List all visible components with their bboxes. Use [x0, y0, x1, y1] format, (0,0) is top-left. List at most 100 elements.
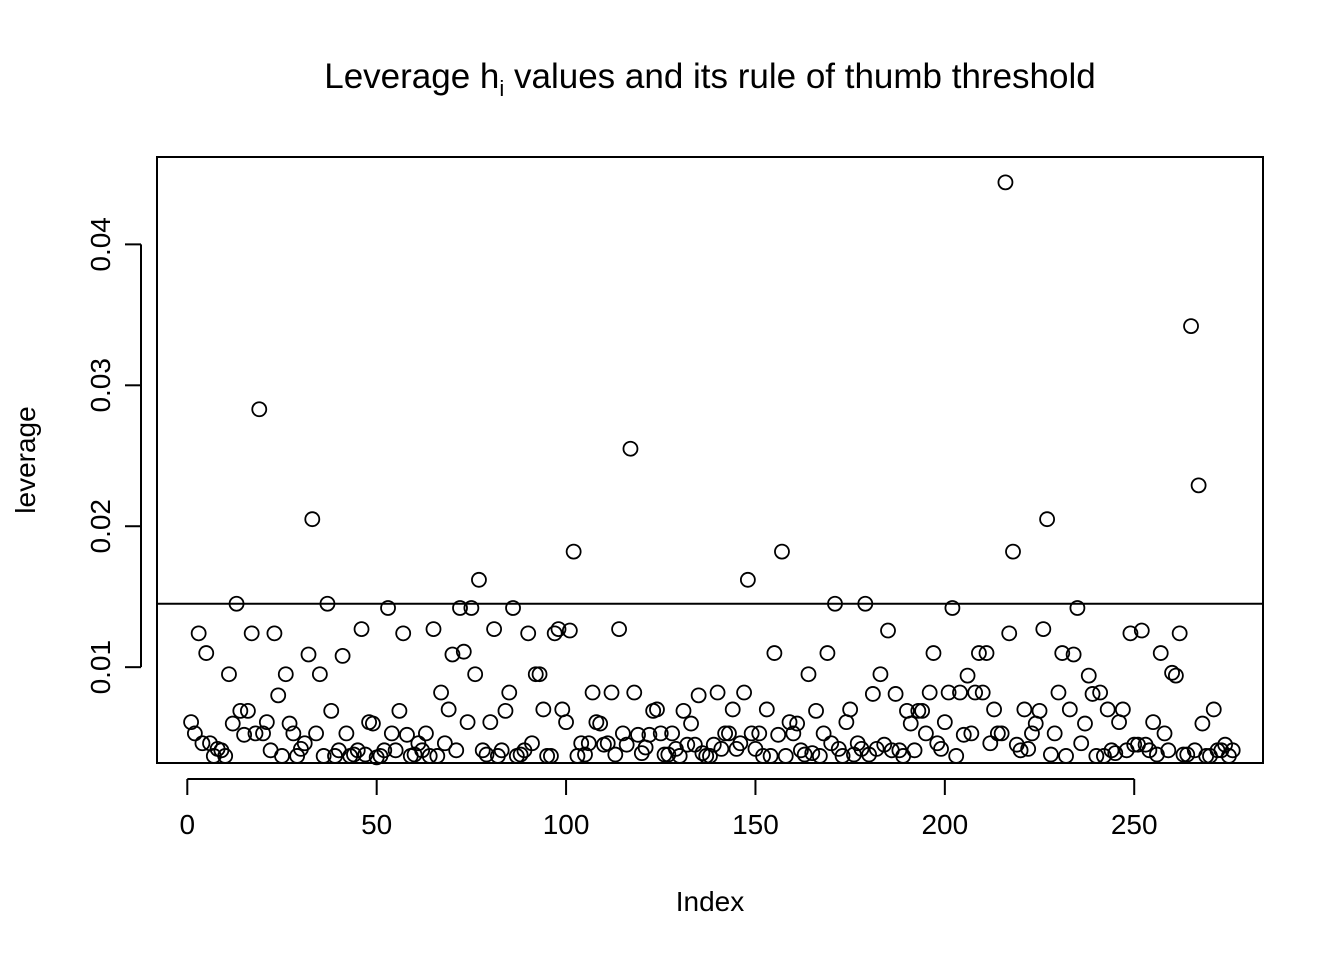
data-point: [808, 702, 824, 719]
data-point: [311, 666, 328, 683]
data-point: [383, 725, 400, 742]
data-point: [611, 621, 627, 638]
plot-frame: [156, 156, 1264, 764]
data-point: [1092, 684, 1109, 701]
data-point: [910, 702, 927, 719]
x-tick-label: 150: [732, 809, 779, 840]
data-point: [978, 645, 995, 661]
data-point: [255, 725, 271, 742]
x-axis-label: Index: [676, 886, 745, 917]
data-point: [1024, 725, 1040, 742]
data-point: [1069, 600, 1086, 616]
data-point: [1001, 625, 1018, 642]
data-point: [1039, 511, 1056, 528]
data-point: [880, 622, 896, 639]
data-point: [671, 748, 688, 764]
chart-title: Leverage hi values and its rule of thumb…: [324, 57, 1095, 101]
data-point: [1133, 622, 1150, 639]
data-point: [353, 621, 370, 638]
data-point: [315, 748, 332, 764]
data-point: [785, 725, 802, 742]
data-point: [709, 684, 726, 701]
data-point: [755, 748, 771, 764]
data-point: [1190, 477, 1207, 494]
data-point: [989, 725, 1006, 742]
data-point: [618, 736, 635, 753]
data-point: [399, 726, 415, 743]
data-point: [971, 645, 987, 661]
data-point: [319, 595, 336, 612]
data-point: [524, 735, 540, 752]
data-point: [736, 684, 752, 701]
data-point: [986, 701, 1002, 718]
data-point: [652, 725, 669, 742]
data-point: [539, 748, 556, 764]
data-point: [800, 666, 817, 683]
data-point: [183, 714, 199, 731]
data-point: [1077, 715, 1093, 732]
data-point: [198, 645, 215, 661]
data-point: [925, 645, 942, 661]
data-point: [724, 701, 741, 718]
data-point: [762, 748, 779, 764]
chart-title-subscript: i: [499, 76, 504, 101]
x-axis: 0 50 100 150 200 250: [180, 778, 1158, 840]
y-tick-label: 0.04: [85, 217, 116, 272]
data-point: [914, 702, 931, 719]
data-point: [1194, 715, 1211, 732]
data-point: [493, 742, 510, 759]
data-point: [376, 742, 393, 759]
y-axis: 0.01 0.02 0.03 0.04: [85, 217, 142, 694]
data-point: [251, 401, 268, 418]
data-point: [444, 646, 461, 663]
data-point: [793, 742, 809, 759]
data-point: [857, 595, 874, 612]
data-point: [811, 748, 828, 764]
data-point: [614, 725, 631, 742]
data-point: [573, 735, 590, 752]
data-point: [349, 742, 366, 759]
x-tick-label: 0: [180, 809, 196, 840]
data-point: [418, 725, 434, 742]
data-point: [834, 748, 851, 764]
data-point: [1042, 746, 1059, 763]
data-point: [546, 625, 563, 642]
data-point: [406, 746, 423, 763]
data-point: [770, 726, 787, 743]
data-point: [300, 646, 317, 663]
data-point: [520, 625, 537, 642]
data-point: [1107, 745, 1124, 762]
data-point: [599, 735, 616, 752]
data-point: [887, 686, 904, 702]
data-point: [717, 725, 734, 742]
data-point: [789, 715, 806, 732]
data-point: [364, 715, 381, 732]
data-point: [967, 684, 984, 701]
data-point: [751, 725, 768, 742]
data-point: [323, 702, 340, 719]
chart-title-prefix: Leverage h: [324, 57, 499, 96]
data-point: [1065, 646, 1082, 663]
data-point: [433, 684, 449, 701]
data-point: [933, 741, 949, 757]
data-point: [622, 440, 639, 457]
data-point: [815, 725, 832, 742]
data-point: [679, 736, 696, 753]
data-point: [872, 666, 889, 683]
data-point: [1141, 742, 1158, 759]
data-point: [535, 701, 552, 718]
data-point: [649, 701, 665, 718]
data-point: [698, 748, 715, 764]
data-point: [940, 684, 957, 701]
data-point: [308, 725, 324, 742]
data-point: [1020, 741, 1037, 757]
data-point: [1175, 746, 1192, 763]
data-point: [1050, 684, 1067, 701]
data-point: [739, 571, 756, 588]
data-point: [478, 746, 495, 763]
data-point: [1167, 667, 1184, 684]
data-point: [781, 714, 798, 731]
data-point: [584, 684, 601, 701]
data-point: [527, 666, 544, 683]
